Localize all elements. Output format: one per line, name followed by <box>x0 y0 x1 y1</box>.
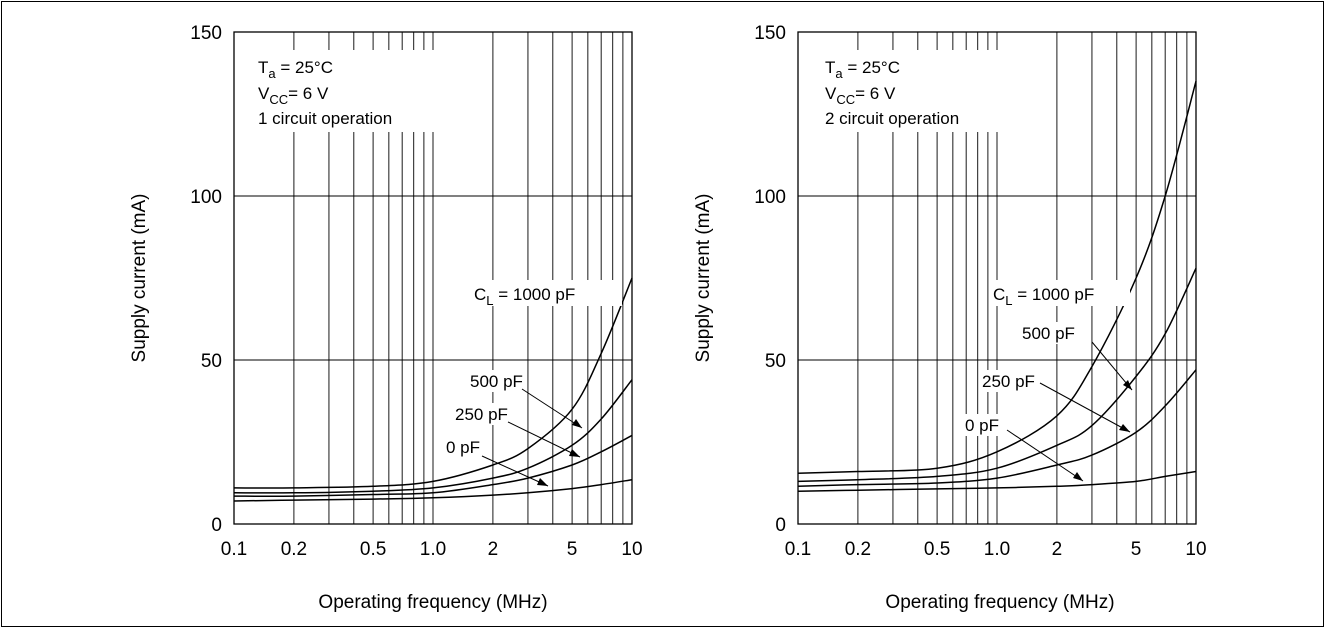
x-tick-label: 0.2 <box>281 539 307 560</box>
y-axis-label: Supply current (mA) <box>693 194 714 363</box>
arrowhead-0pf <box>537 478 548 486</box>
arrowhead-0pf <box>1073 472 1083 481</box>
curve-500pf <box>233 379 633 494</box>
condition-voltage: VCC= 6 V <box>825 84 896 107</box>
leader-0pf <box>481 455 549 487</box>
x-tick-label: 1.0 <box>984 539 1010 560</box>
label-500pf: 500 pF <box>1022 324 1075 343</box>
y-tick-label: 100 <box>754 187 786 208</box>
curve-0pf <box>797 470 1197 492</box>
y-axis-label: Supply current (mA) <box>129 194 150 363</box>
x-tick-label: 1.0 <box>420 539 446 560</box>
curve-500pf <box>797 267 1197 483</box>
condition-temperature: Ta = 25°C <box>258 58 333 81</box>
y-tick-label: 0 <box>775 515 786 536</box>
leader-500pf <box>1091 341 1133 391</box>
curves <box>797 81 1197 492</box>
curves <box>233 277 633 502</box>
x-tick-label: 0.1 <box>785 539 811 560</box>
x-tick-label: 0.5 <box>360 539 386 560</box>
arrowhead-500pf <box>572 419 582 428</box>
arrowhead-250pf <box>1119 424 1130 432</box>
leader-0pf <box>1006 429 1084 482</box>
label-bg <box>990 280 1130 306</box>
y-tick-label: 0 <box>211 515 222 536</box>
label-bg <box>470 280 622 306</box>
plot-area <box>797 31 1197 525</box>
x-axis-label: Operating frequency (MHz) <box>885 592 1114 613</box>
leader-250pf <box>1039 382 1131 433</box>
label-bg <box>963 414 1005 436</box>
plot-area <box>233 31 633 525</box>
label-cl-1000pf: CL = 1000 pF <box>993 285 1094 308</box>
condition-voltage: VCC= 6 V <box>258 84 329 107</box>
y-tick-label: 50 <box>201 351 222 372</box>
x-tick-label: 10 <box>621 539 642 560</box>
y-tick-label: 50 <box>765 351 786 372</box>
x-tick-label: 2 <box>488 539 499 560</box>
label-500pf: 500 pF <box>470 372 523 391</box>
curve-250pf <box>233 434 633 497</box>
label-bg <box>468 370 524 392</box>
label-0pf: 0 pF <box>446 438 480 457</box>
curve-1000pf <box>797 81 1197 474</box>
conditions-box <box>816 50 1001 132</box>
x-axis-label: Operating frequency (MHz) <box>318 592 547 613</box>
conditions-box <box>250 50 435 132</box>
arrowhead-250pf <box>569 449 580 457</box>
label-bg <box>980 370 1038 392</box>
leader-500pf <box>521 388 583 429</box>
curve-250pf <box>797 369 1197 488</box>
x-tick-label: 10 <box>1185 539 1206 560</box>
x-tick-label: 0.2 <box>845 539 871 560</box>
x-tick-label: 2 <box>1052 539 1063 560</box>
grid-lines <box>233 31 633 525</box>
label-bg <box>444 436 484 458</box>
x-tick-label: 5 <box>1131 539 1142 560</box>
label-bg <box>1020 322 1078 344</box>
y-tick-label: 150 <box>754 23 786 44</box>
y-tick-label: 100 <box>190 187 222 208</box>
x-tick-label: 5 <box>567 539 578 560</box>
condition-operation: 2 circuit operation <box>825 109 959 128</box>
curve-0pf <box>233 478 633 502</box>
arrowhead-500pf <box>1123 380 1132 390</box>
x-tick-label: 0.5 <box>924 539 950 560</box>
label-bg <box>453 403 509 425</box>
y-tick-label: 150 <box>190 23 222 44</box>
label-250pf: 250 pF <box>455 405 508 424</box>
leader-250pf <box>507 421 581 458</box>
curve-1000pf <box>233 277 633 489</box>
label-250pf: 250 pF <box>982 372 1035 391</box>
condition-temperature: Ta = 25°C <box>825 58 900 81</box>
x-tick-label: 0.1 <box>221 539 247 560</box>
label-0pf: 0 pF <box>965 416 999 435</box>
condition-operation: 1 circuit operation <box>258 109 392 128</box>
label-cl-1000pf: CL = 1000 pF <box>474 285 575 308</box>
